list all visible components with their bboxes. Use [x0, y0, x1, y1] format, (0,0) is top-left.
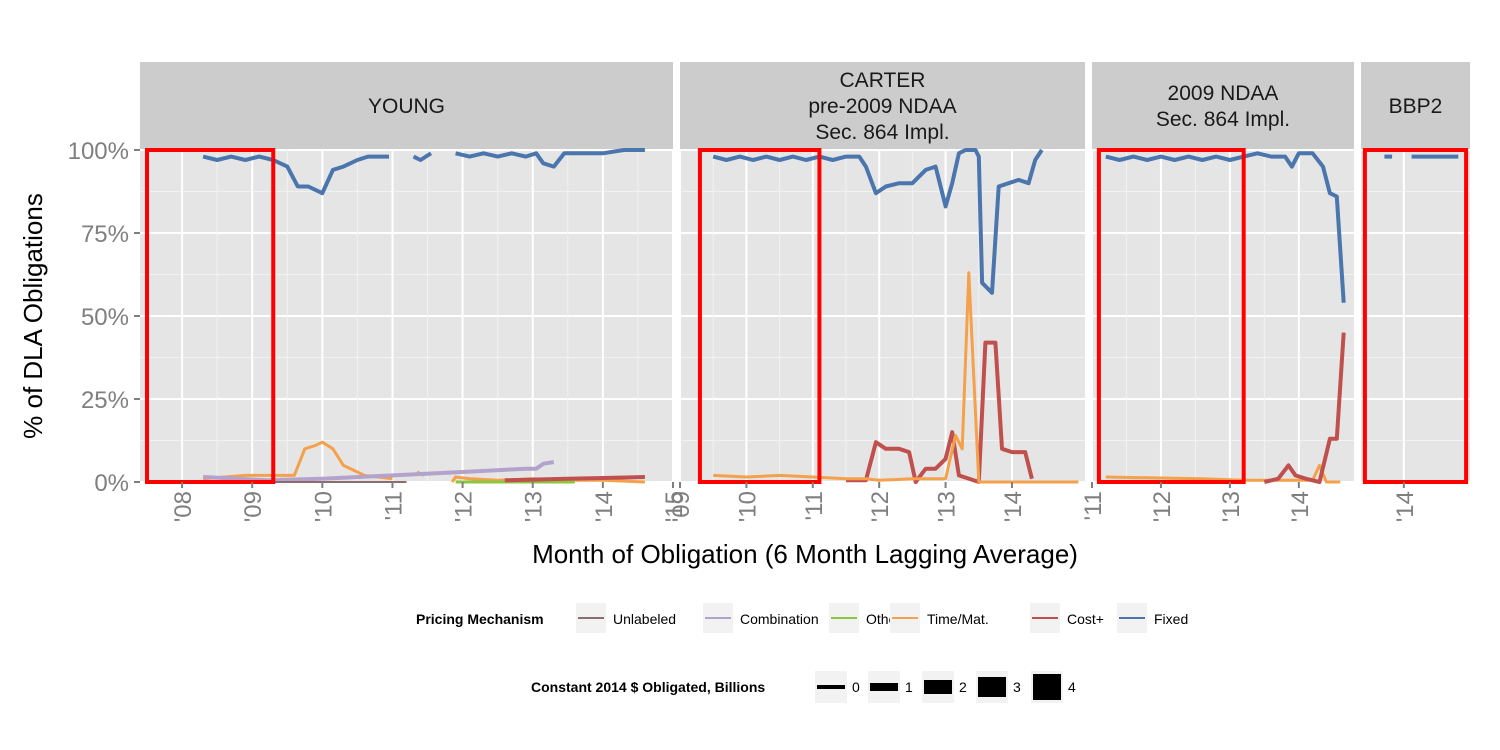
- y-axis-title: % of DLA Obligations: [18, 193, 48, 439]
- x-tick-label: '13: [1218, 491, 1245, 522]
- x-tick-label: '13: [521, 491, 548, 522]
- legend-size-label: 3: [1013, 679, 1021, 695]
- highlight-box: [697, 148, 822, 484]
- x-tick-label: '11: [380, 491, 407, 521]
- series-line-time-mat: [713, 271, 1079, 484]
- legend-label-unlabeled: Unlabeled: [613, 611, 676, 627]
- x-tick-label: '08: [170, 491, 197, 522]
- facet-strip-label: 2009 NDAA: [1168, 82, 1279, 105]
- series-line-fixed: [412, 151, 433, 162]
- legend-pricing-mechanism: Pricing Mechanism Unlabeled Combination Oth…: [416, 603, 1188, 633]
- x-tick-label: '11: [1080, 491, 1107, 521]
- x-tick-label: '12: [451, 491, 478, 522]
- facet-strip-label: YOUNG: [368, 95, 445, 118]
- legend-label-combination: Combination: [740, 611, 819, 627]
- x-tick-label: '14: [1000, 491, 1027, 522]
- facet-panel-2: CARTER pre-2009 NDAA Sec. 864 Impl. '09 '10 '…: [668, 62, 1085, 522]
- y-axis: 0% 25% 50% 75% 100%: [68, 138, 140, 497]
- x-tick-label: '12: [1149, 491, 1176, 522]
- highlight-box: [1362, 148, 1469, 484]
- facet-panel-4: BBP2 '14: [1361, 62, 1470, 522]
- facet-panel-3: 2009 NDAA Sec. 864 Impl. '11 '12 '13 '14: [1080, 62, 1354, 522]
- x-tick-label: '14: [1392, 491, 1419, 522]
- x-tick-label: '11: [801, 491, 828, 521]
- x-tick-label: '14: [591, 491, 618, 522]
- highlight-box: [145, 148, 276, 484]
- x-tick-label: '09: [240, 491, 267, 522]
- series-line-cost: [1263, 332, 1346, 484]
- series-line-cost: [846, 340, 1034, 484]
- series-line-fixed: [712, 148, 1044, 295]
- legend-label-fixed: Fixed: [1154, 611, 1188, 627]
- facet-strip-label: Sec. 864 Impl.: [1156, 108, 1290, 131]
- legend-label-cost: Cost+: [1067, 611, 1104, 627]
- x-tick-label: '15: [661, 491, 688, 522]
- y-tick-label: 25%: [81, 387, 129, 414]
- x-tick-label: '12: [867, 491, 894, 522]
- highlight-box: [1096, 148, 1246, 484]
- series-lines: [712, 148, 1079, 484]
- y-tick-label: 0%: [94, 470, 129, 497]
- series-line-fixed: [455, 148, 645, 169]
- y-tick-label: 50%: [81, 304, 129, 331]
- facet-strip: [1361, 62, 1470, 150]
- legend-obligated-size: Constant 2014 $ Obligated, Billions 0 1 2 3 4: [531, 671, 1076, 703]
- facet-strip-label: pre-2009 NDAA: [808, 95, 956, 118]
- series-lines: [202, 148, 645, 484]
- series-line-combination: [203, 460, 555, 483]
- legend-label-time-mat: Time/Mat.: [927, 611, 989, 627]
- legend-title: Pricing Mechanism: [416, 611, 544, 627]
- x-tick-label: '13: [934, 491, 961, 522]
- x-tick-label: '10: [310, 491, 337, 522]
- facet-strip: [680, 62, 1085, 150]
- facet-strip-label: BBP2: [1389, 95, 1443, 118]
- series-line-time-mat: [202, 440, 393, 481]
- y-tick-label: 100%: [68, 138, 129, 165]
- legend-title: Constant 2014 $ Obligated, Billions: [531, 679, 765, 695]
- series-line-cost: [504, 475, 645, 483]
- facet-panels: YOUNG '08 '09 '10 '11 '12 '13 '14 '15 CARTER pre-2…: [140, 62, 1470, 522]
- legend-size-label: 4: [1068, 679, 1076, 695]
- facet-strip-label: Sec. 864 Impl.: [815, 121, 949, 144]
- facet-strip-label: CARTER: [840, 69, 926, 92]
- x-tick-label: '14: [1287, 491, 1314, 522]
- x-tick-label: '10: [734, 491, 761, 522]
- facet-strip: [140, 62, 673, 150]
- series-line-fixed: [202, 154, 389, 196]
- legend-size-label: 0: [852, 679, 860, 695]
- facet-strip: [1092, 62, 1354, 150]
- facet-panel-1: YOUNG '08 '09 '10 '11 '12 '13 '14 '15: [140, 62, 688, 522]
- x-tick-label: '09: [668, 491, 695, 522]
- x-axis-title: Month of Obligation (6 Month Lagging Ave…: [532, 539, 1078, 569]
- legend-size-label: 2: [959, 679, 967, 695]
- y-tick-label: 75%: [81, 221, 129, 248]
- legend-size-label: 1: [905, 679, 913, 695]
